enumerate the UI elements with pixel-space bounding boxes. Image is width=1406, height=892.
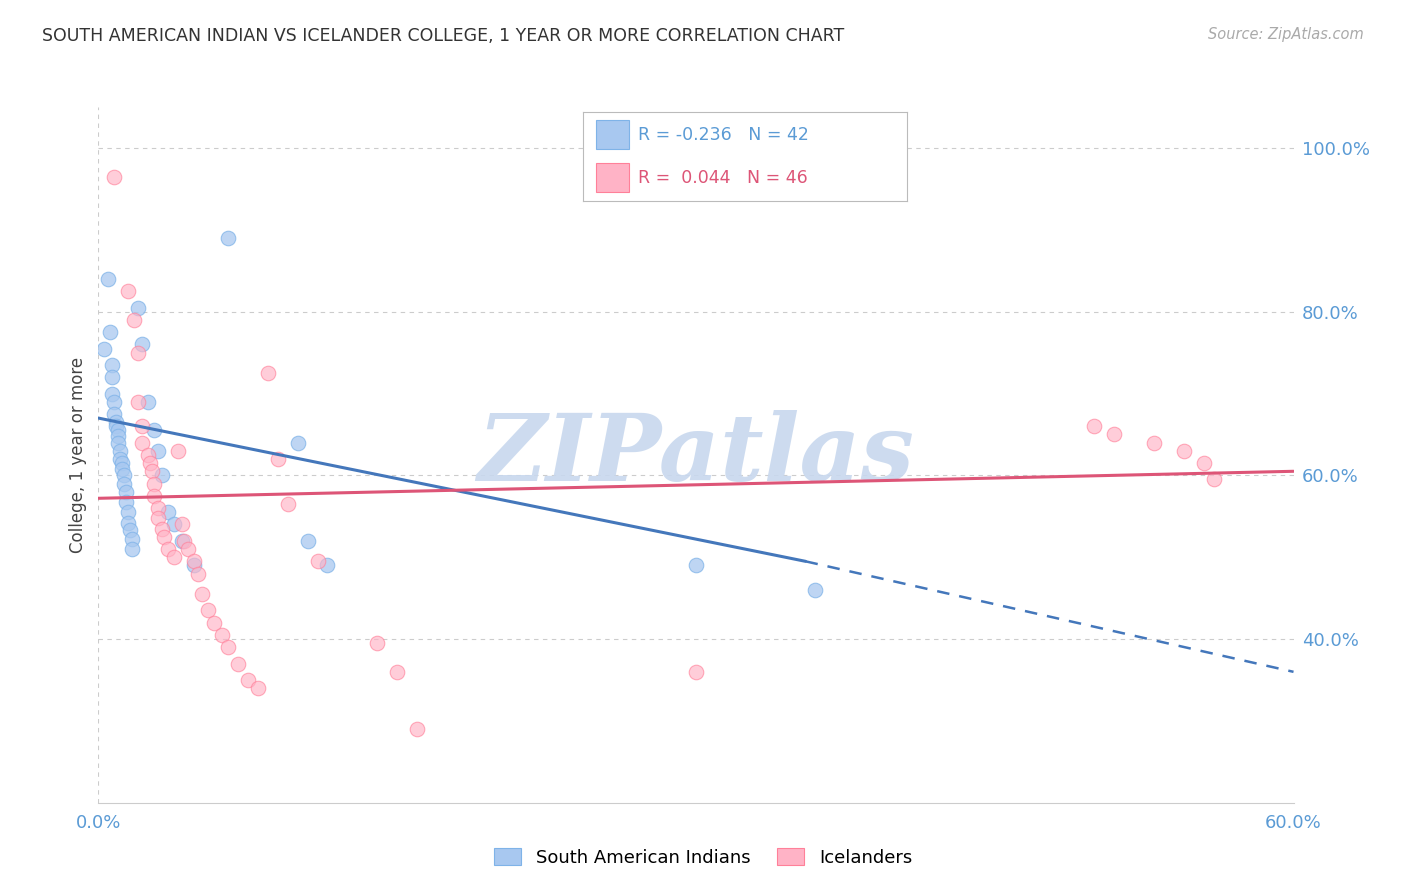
- Point: [105, 419, 128, 434]
- Point: [127, 345, 149, 359]
- Point: [93, 342, 115, 356]
- Point: [267, 452, 290, 467]
- Bar: [596, 163, 628, 192]
- Point: [136, 448, 159, 462]
- Bar: [596, 120, 628, 149]
- Point: [173, 533, 195, 548]
- Point: [1202, 473, 1225, 487]
- Point: [120, 523, 142, 537]
- Text: SOUTH AMERICAN INDIAN VS ICELANDER COLLEGE, 1 YEAR OR MORE CORRELATION CHART: SOUTH AMERICAN INDIAN VS ICELANDER COLLE…: [42, 27, 845, 45]
- Point: [177, 542, 200, 557]
- Text: R = -0.236   N = 42: R = -0.236 N = 42: [638, 126, 810, 144]
- Point: [1102, 427, 1125, 442]
- Point: [1192, 456, 1215, 470]
- Point: [150, 522, 173, 536]
- Point: [1083, 419, 1105, 434]
- Point: [187, 566, 209, 581]
- Point: [183, 554, 205, 568]
- Point: [167, 443, 190, 458]
- Point: [172, 533, 194, 548]
- Point: [143, 489, 166, 503]
- Point: [297, 533, 319, 548]
- Point: [1173, 443, 1195, 458]
- Point: [163, 517, 186, 532]
- Point: [105, 415, 128, 429]
- Point: [101, 370, 124, 384]
- Point: [101, 358, 124, 372]
- Point: [153, 530, 176, 544]
- Point: [804, 582, 827, 597]
- Y-axis label: College, 1 year or more: College, 1 year or more: [69, 357, 87, 553]
- Point: [103, 394, 125, 409]
- Point: [117, 505, 139, 519]
- Point: [131, 435, 153, 450]
- Point: [117, 284, 139, 298]
- Point: [1143, 435, 1166, 450]
- Point: [131, 419, 153, 434]
- Point: [111, 462, 134, 476]
- Point: [148, 501, 170, 516]
- Text: ZIPatlas: ZIPatlas: [478, 410, 914, 500]
- Point: [100, 325, 122, 339]
- Point: [366, 636, 388, 650]
- Point: [148, 511, 170, 525]
- Point: [226, 657, 249, 671]
- Point: [217, 231, 239, 245]
- Point: [107, 435, 129, 450]
- Point: [316, 558, 339, 573]
- Point: [110, 443, 132, 458]
- Point: [107, 423, 129, 437]
- Point: [111, 456, 134, 470]
- Point: [143, 423, 166, 437]
- Point: [685, 665, 707, 679]
- Point: [277, 497, 299, 511]
- Point: [157, 542, 180, 557]
- Point: [97, 272, 120, 286]
- Point: [256, 366, 278, 380]
- Point: [287, 435, 309, 450]
- Point: [112, 468, 135, 483]
- Point: [307, 554, 329, 568]
- Point: [406, 722, 429, 736]
- Point: [131, 337, 153, 351]
- Point: [107, 429, 129, 443]
- Point: [236, 673, 259, 687]
- Point: [191, 587, 214, 601]
- Point: [197, 603, 219, 617]
- Point: [246, 681, 269, 696]
- Point: [143, 476, 166, 491]
- Point: [183, 558, 205, 573]
- Point: [163, 550, 186, 565]
- Point: [121, 533, 143, 547]
- Point: [139, 456, 162, 470]
- Point: [141, 464, 163, 478]
- Point: [103, 169, 125, 184]
- Point: [103, 407, 125, 421]
- Point: [202, 615, 225, 630]
- Point: [112, 476, 135, 491]
- Text: Source: ZipAtlas.com: Source: ZipAtlas.com: [1208, 27, 1364, 42]
- Legend: South American Indians, Icelanders: South American Indians, Icelanders: [486, 841, 920, 874]
- Point: [217, 640, 239, 655]
- Point: [110, 452, 132, 467]
- Point: [117, 516, 139, 530]
- Point: [121, 542, 143, 557]
- Point: [136, 394, 159, 409]
- Point: [148, 443, 170, 458]
- Point: [685, 558, 707, 573]
- Point: [115, 494, 138, 508]
- Point: [385, 665, 409, 679]
- Point: [127, 394, 149, 409]
- Point: [211, 628, 233, 642]
- Point: [115, 484, 138, 499]
- Point: [157, 505, 180, 519]
- Point: [124, 313, 146, 327]
- Text: R =  0.044   N = 46: R = 0.044 N = 46: [638, 169, 808, 186]
- Point: [172, 517, 194, 532]
- Point: [101, 386, 124, 401]
- Point: [150, 468, 173, 483]
- Point: [127, 301, 149, 315]
